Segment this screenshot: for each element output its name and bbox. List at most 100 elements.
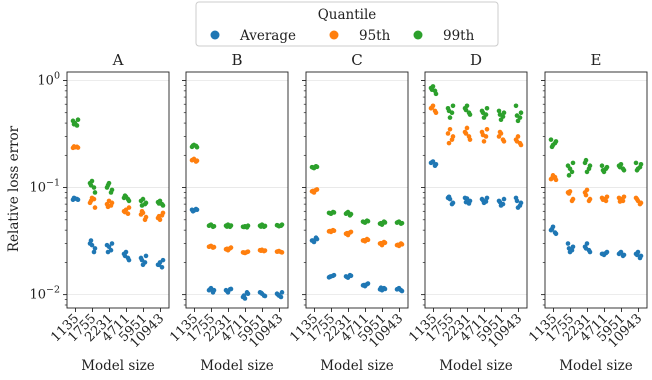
- point-99th: [211, 223, 217, 229]
- point-average: [109, 241, 115, 246]
- point-95th: [553, 177, 559, 183]
- point-99th: [224, 224, 230, 229]
- point-average: [634, 252, 640, 258]
- point-average: [224, 288, 230, 294]
- point-average: [399, 288, 405, 294]
- point-95th: [105, 204, 111, 210]
- point-99th: [450, 103, 456, 109]
- point-95th: [480, 132, 486, 138]
- point-average: [126, 257, 132, 263]
- point-99th: [633, 160, 639, 166]
- point-99th: [481, 115, 487, 120]
- x-axis-label: Model size: [320, 358, 394, 374]
- panel-title: D: [470, 51, 482, 69]
- point-average: [583, 246, 589, 251]
- point-95th: [275, 249, 281, 254]
- point-95th: [617, 199, 623, 204]
- point-99th: [327, 210, 333, 216]
- panels: 10010−110−2A1135175522314711595110943Mod…: [29, 51, 648, 374]
- point-95th: [279, 250, 285, 255]
- point-99th: [378, 220, 384, 226]
- point-99th: [484, 105, 490, 111]
- point-95th: [139, 209, 145, 214]
- point-99th: [89, 178, 95, 184]
- point-99th: [496, 108, 502, 114]
- point-99th: [228, 223, 234, 228]
- point-average: [433, 161, 439, 167]
- legend-marker-95th: [329, 30, 339, 40]
- point-95th: [450, 134, 456, 139]
- point-95th: [464, 125, 470, 131]
- point-average: [365, 281, 371, 286]
- point-99th: [464, 103, 470, 109]
- point-99th: [365, 218, 371, 224]
- point-95th: [447, 126, 453, 132]
- point-95th: [224, 246, 230, 252]
- point-99th: [587, 163, 593, 168]
- point-95th: [484, 126, 490, 132]
- point-95th: [584, 187, 590, 193]
- point-95th: [160, 210, 166, 216]
- point-average: [245, 291, 251, 297]
- legend-label-99th: 99th: [443, 28, 475, 44]
- axes-frame: [424, 71, 528, 309]
- point-average: [600, 251, 606, 257]
- point-average: [382, 286, 388, 292]
- point-average: [143, 253, 149, 259]
- point-average: [190, 209, 196, 214]
- point-average: [228, 286, 234, 292]
- point-95th: [207, 244, 213, 249]
- point-95th: [395, 242, 401, 248]
- point-average: [567, 249, 573, 255]
- x-axis-label: Model size: [559, 358, 633, 374]
- point-95th: [157, 217, 163, 223]
- x-axis-label: Model size: [439, 358, 513, 374]
- legend-title: Quantile: [318, 7, 377, 23]
- point-99th: [570, 160, 576, 166]
- legend-marker-average: [210, 30, 220, 40]
- legend-label-95th: 95th: [359, 28, 391, 44]
- point-average: [194, 207, 200, 213]
- point-99th: [109, 187, 115, 193]
- point-99th: [498, 117, 504, 123]
- point-95th: [71, 144, 77, 149]
- point-average: [105, 249, 111, 255]
- panel-title: B: [231, 51, 242, 69]
- point-95th: [365, 237, 371, 243]
- panel-title: C: [351, 51, 362, 69]
- point-95th: [378, 240, 384, 246]
- point-average: [75, 197, 81, 203]
- point-99th: [245, 223, 251, 229]
- point-99th: [140, 196, 146, 202]
- point-95th: [258, 248, 264, 254]
- point-average: [211, 287, 217, 293]
- point-99th: [344, 210, 350, 216]
- point-99th: [71, 121, 77, 127]
- point-99th: [497, 112, 503, 117]
- point-95th: [194, 158, 200, 164]
- point-99th: [105, 182, 111, 188]
- y-axis-label: Relative loss error: [6, 125, 22, 252]
- point-average: [553, 231, 559, 237]
- point-average: [584, 241, 590, 246]
- point-99th: [275, 223, 281, 228]
- point-99th: [348, 211, 354, 217]
- point-99th: [139, 203, 145, 208]
- point-95th: [361, 237, 367, 243]
- point-95th: [241, 250, 247, 255]
- point-average: [71, 195, 77, 201]
- point-99th: [241, 224, 247, 230]
- point-99th: [122, 193, 128, 198]
- point-95th: [228, 245, 234, 250]
- point-99th: [549, 144, 555, 150]
- point-99th: [518, 110, 524, 116]
- point-99th: [600, 167, 606, 173]
- point-95th: [109, 200, 115, 206]
- point-average: [378, 285, 384, 291]
- point-99th: [446, 108, 452, 114]
- point-95th: [433, 110, 439, 116]
- point-95th: [327, 228, 333, 234]
